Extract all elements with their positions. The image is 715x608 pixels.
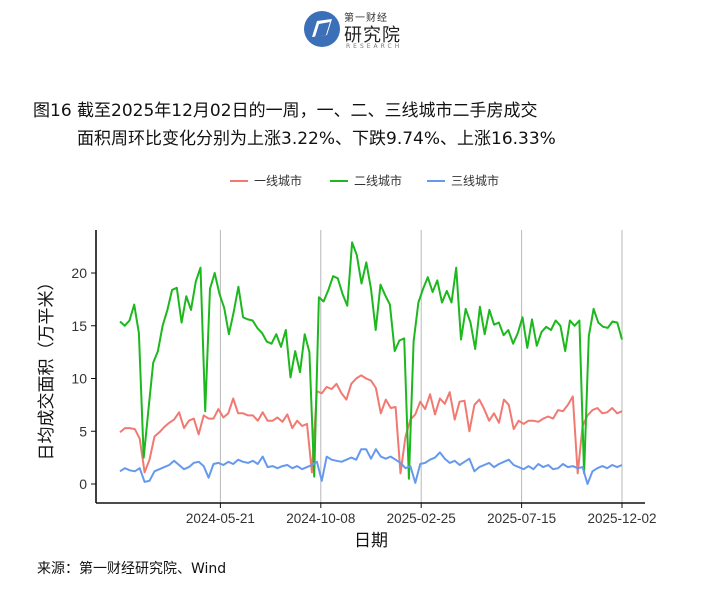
legend-swatch: [330, 179, 348, 182]
y-tick-label-1: 5: [79, 423, 87, 439]
x-axis-title: 日期: [354, 531, 388, 551]
y-tick-label-0: 0: [79, 476, 87, 492]
y-axis-title: 日均成交面积（万平米）: [37, 274, 57, 461]
y-tick-label-2: 10: [71, 371, 87, 387]
series-line-1: [119, 241, 623, 480]
legend-swatch: [427, 179, 445, 182]
x-tick-label-2: 2025-02-25: [387, 511, 456, 526]
x-tick-label-0: 2024-05-21: [186, 511, 255, 526]
figure-title-line2: 面积周环比变化分别为上涨3.22%、下跌9.74%、上涨16.33%: [77, 129, 556, 149]
x-tick-label-1: 2024-10-08: [286, 511, 355, 526]
legend-item-1: 二线城市: [330, 172, 402, 189]
logo-brand-name: 研究院: [344, 25, 401, 46]
series-line-0: [119, 374, 623, 475]
legend-item-2: 三线城市: [427, 172, 499, 189]
chart-legend: 一线城市 二线城市 三线城市: [0, 172, 715, 194]
legend-label: 一线城市: [254, 174, 303, 188]
x-tick-label-3: 2025-07-15: [487, 511, 556, 526]
x-tick-label-4: 2025-12-02: [587, 511, 656, 526]
legend-label: 二线城市: [354, 174, 403, 188]
y-tick-label-3: 15: [71, 318, 87, 334]
y-tick-label-4: 20: [71, 265, 87, 281]
legend-label: 三线城市: [451, 174, 500, 188]
series-line-2: [119, 448, 623, 485]
line-chart: 0 5 10 15 20 2024-05-21 2024-10-08 2025-02-25 20…: [37, 230, 657, 551]
logo: 第一财经 研究院 RESEARCH: [303, 6, 413, 52]
logo-mark-icon: [304, 11, 340, 47]
source-note: 来源：第一财经研究院、Wind: [37, 561, 227, 577]
legend-swatch: [230, 179, 248, 182]
logo-brand-en: RESEARCH: [346, 43, 403, 50]
legend-item-0: 一线城市: [230, 172, 302, 189]
figure-title-line1: 图16 截至2025年12月02日的一周，一、二、三线城市二手房成交: [33, 101, 538, 121]
logo-brand-small: 第一财经: [344, 13, 388, 24]
